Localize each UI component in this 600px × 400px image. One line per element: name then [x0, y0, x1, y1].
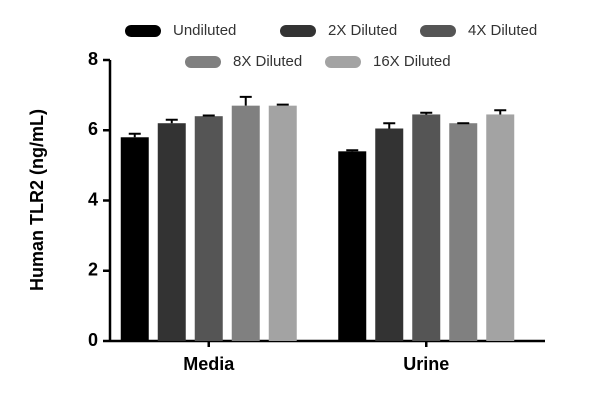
legend-swatch	[125, 25, 161, 37]
error-bar	[239, 95, 252, 106]
legend-swatch	[280, 25, 316, 37]
bar	[268, 105, 297, 341]
legend-swatch	[185, 56, 221, 68]
error-bar	[202, 114, 215, 117]
error-bar	[165, 118, 178, 124]
legend-label: 8X Diluted	[233, 53, 302, 70]
y-tick-label: 6	[88, 119, 98, 139]
y-tick-label: 2	[88, 260, 98, 280]
x-tick-label: Media	[183, 354, 235, 374]
bar	[120, 137, 149, 341]
bar	[449, 123, 478, 341]
bar	[375, 128, 404, 341]
error-bar	[420, 111, 433, 115]
bar	[486, 114, 515, 341]
legend-swatch	[325, 56, 361, 68]
x-tick-label: Urine	[403, 354, 449, 374]
error-bar	[494, 109, 507, 115]
bar	[231, 105, 260, 341]
error-bar	[383, 122, 396, 129]
error-bar	[276, 103, 289, 106]
bar	[412, 114, 441, 341]
error-bar	[128, 132, 141, 138]
error-bar	[346, 149, 359, 152]
legend-swatch	[420, 25, 456, 37]
bar	[157, 123, 186, 341]
legend-label: 4X Diluted	[468, 22, 537, 39]
y-tick-label: 4	[88, 189, 98, 209]
y-tick-label: 8	[88, 49, 98, 69]
legend-label: 16X Diluted	[373, 53, 451, 70]
legend-label: Undiluted	[173, 22, 236, 39]
y-axis-label: Human TLR2 (ng/mL)	[27, 109, 47, 291]
y-tick-label: 0	[88, 330, 98, 350]
legend-label: 2X Diluted	[328, 22, 397, 39]
bar	[194, 116, 223, 341]
bar	[338, 151, 367, 341]
